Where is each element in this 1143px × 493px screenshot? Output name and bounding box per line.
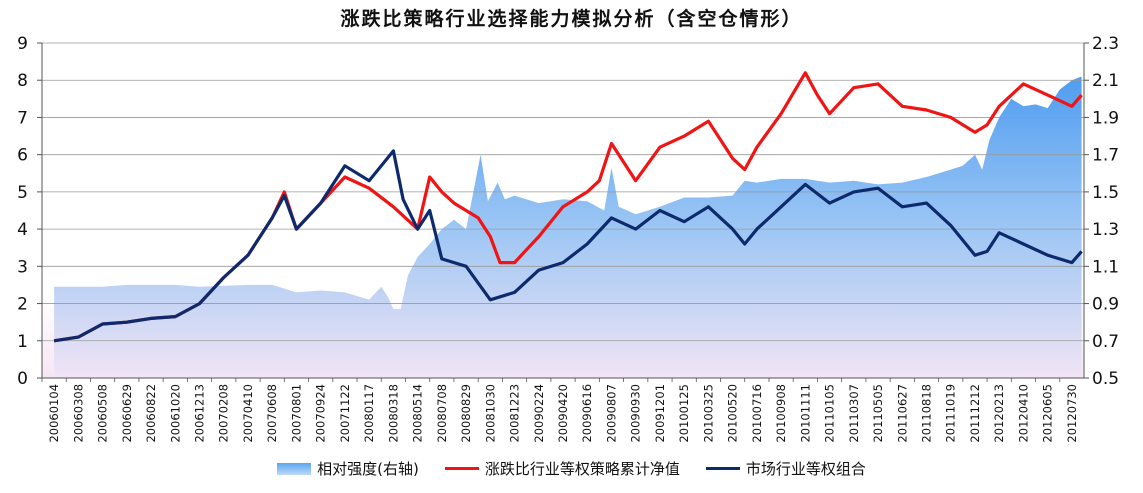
- x-tick-label: 20120410: [1016, 384, 1030, 443]
- x-tick-label: 20060508: [96, 384, 110, 443]
- y-right-tick-label: 2.3: [1092, 34, 1119, 54]
- y-right-tick-label: 1.3: [1092, 220, 1119, 240]
- legend-swatch-navy-line: [705, 467, 740, 470]
- y-right-tick-label: 0.7: [1092, 332, 1119, 352]
- x-tick-label: 20110627: [895, 384, 909, 443]
- x-tick-label: 20110307: [847, 384, 861, 443]
- x-tick-label: 20070410: [241, 384, 255, 443]
- x-tick-label: 20101111: [798, 384, 812, 443]
- x-tick-label: 20080829: [459, 384, 473, 443]
- x-tick-label: 20080514: [411, 384, 425, 443]
- y-right-tick-label: 1.1: [1092, 257, 1119, 277]
- legend-swatch-area: [277, 462, 312, 475]
- legend-label-strategy: 涨跌比行业等权策略累计净值: [484, 460, 680, 478]
- x-tick-label: 20091201: [653, 384, 667, 443]
- y-right-tick-label: 1.5: [1092, 183, 1119, 203]
- x-tick-label: 20070608: [265, 384, 279, 443]
- legend-swatch-red-line: [444, 467, 479, 470]
- x-tick-label: 20061020: [168, 384, 182, 443]
- y-left-tick-label: 9: [17, 34, 28, 54]
- legend-item-strategy: 涨跌比行业等权策略累计净值: [444, 458, 680, 479]
- legend: 相对强度(右轴) 涨跌比行业等权策略累计净值 市场行业等权组合: [0, 458, 1143, 479]
- y-right-tick-label: 0.5: [1092, 369, 1119, 389]
- x-tick-label: 20120605: [1041, 384, 1055, 443]
- x-tick-label: 20080318: [386, 384, 400, 443]
- relative-strength-area: [54, 76, 1082, 378]
- x-tick-label: 20090807: [605, 384, 619, 443]
- legend-item-market: 市场行业等权组合: [705, 458, 866, 479]
- y-left-tick-label: 6: [17, 146, 28, 166]
- legend-label-market: 市场行业等权组合: [745, 460, 866, 478]
- x-tick-label: 20090224: [532, 384, 546, 443]
- y-left-tick-label: 0: [17, 369, 28, 389]
- legend-label-relative-strength: 相对强度(右轴): [317, 460, 419, 478]
- x-tick-label: 20111212: [968, 384, 982, 443]
- x-tick-label: 20061213: [193, 384, 207, 443]
- x-tick-label: 20070924: [314, 384, 328, 443]
- x-tick-label: 20110818: [920, 384, 934, 443]
- x-tick-label: 20070208: [217, 384, 231, 443]
- x-tick-label: 20060308: [71, 384, 85, 443]
- x-tick-label: 20060629: [120, 384, 134, 443]
- x-tick-label: 20100520: [726, 384, 740, 443]
- x-tick-label: 20090930: [629, 384, 643, 443]
- y-left-tick-label: 1: [17, 332, 28, 352]
- x-tick-label: 20070801: [289, 384, 303, 443]
- x-tick-label: 20110505: [871, 384, 885, 443]
- y-left-tick-label: 2: [17, 295, 28, 315]
- y-left-tick-label: 8: [17, 71, 28, 91]
- y-left-tick-label: 3: [17, 257, 28, 277]
- x-tick-label: 20081223: [508, 384, 522, 443]
- y-right-tick-label: 0.9: [1092, 295, 1119, 315]
- x-tick-label: 20100716: [750, 384, 764, 443]
- y-right-tick-label: 2.1: [1092, 71, 1119, 91]
- x-tick-label: 20110105: [823, 384, 837, 443]
- x-tick-label: 20060104: [47, 384, 61, 443]
- y-right-tick-label: 1.7: [1092, 146, 1119, 166]
- x-tick-label: 20100125: [677, 384, 691, 443]
- x-tick-label: 20081030: [483, 384, 497, 443]
- x-tick-label: 20100325: [701, 384, 715, 443]
- y-left-tick-label: 5: [17, 183, 28, 203]
- x-tick-label: 20090616: [580, 384, 594, 443]
- x-tick-label: 20120730: [1065, 384, 1079, 443]
- x-tick-label: 20090420: [556, 384, 570, 443]
- x-tick-label: 20060822: [144, 384, 158, 443]
- x-tick-label: 20100908: [774, 384, 788, 443]
- market-portfolio-line: [53, 149, 1083, 343]
- chart-title: 涨跌比策略行业选择能力模拟分析（含空仓情形）: [340, 8, 803, 30]
- x-tick-label: 20080708: [435, 384, 449, 443]
- x-tick-label: 20080117: [362, 384, 376, 443]
- y-left-tick-label: 7: [17, 108, 28, 128]
- legend-item-relative-strength: 相对强度(右轴): [277, 458, 419, 479]
- y-left-tick-label: 4: [17, 220, 28, 240]
- x-tick-label: 20111019: [944, 384, 958, 443]
- x-tick-label: 20071122: [338, 384, 352, 443]
- x-tick-label: 20120213: [992, 384, 1006, 443]
- y-right-tick-label: 1.9: [1092, 108, 1119, 128]
